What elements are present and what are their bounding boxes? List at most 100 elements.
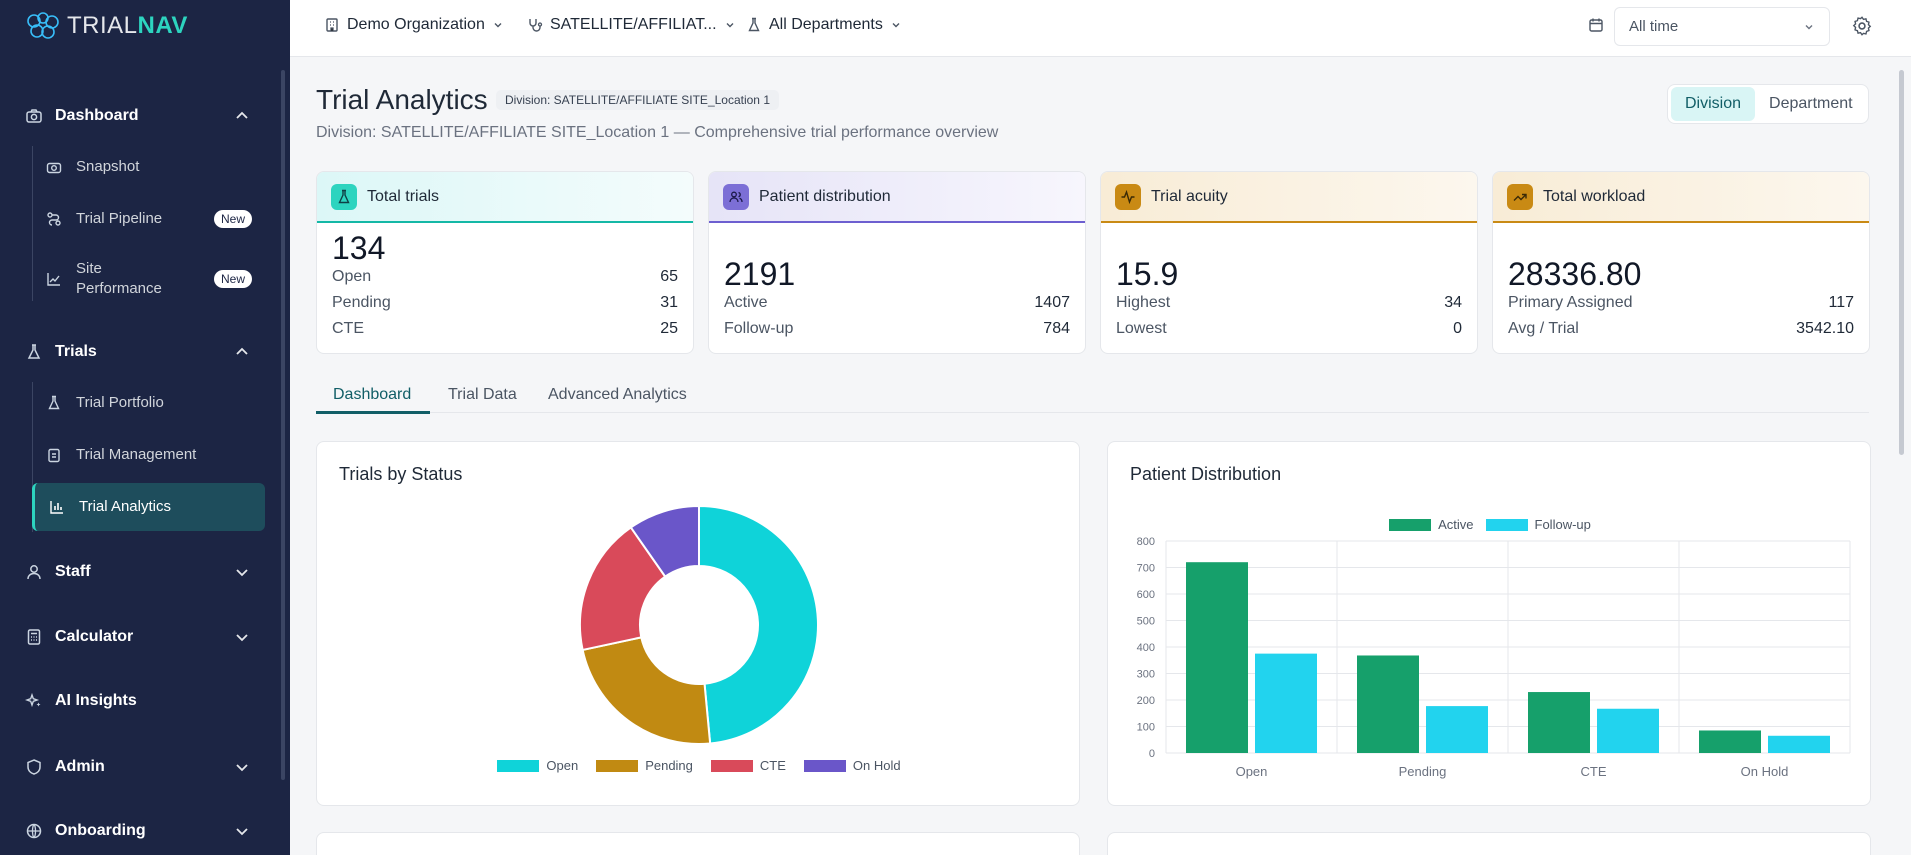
legend-item[interactable]: Active bbox=[1389, 517, 1474, 532]
chart-title: Trials by Status bbox=[339, 464, 463, 484]
sidebar-section-calculator[interactable]: Calculator bbox=[0, 615, 270, 659]
stat-row: Open 65 bbox=[332, 268, 678, 285]
sidebar-item-label: Trial Pipeline bbox=[76, 210, 163, 227]
sidebar-section-onboarding[interactable]: Onboarding bbox=[0, 809, 270, 853]
chevron-down-icon bbox=[236, 828, 248, 836]
date-range-value: All time bbox=[1629, 18, 1679, 35]
flask-icon bbox=[25, 343, 43, 361]
route-icon bbox=[46, 211, 62, 227]
sidebar-section-ai-insights[interactable]: AI Insights bbox=[0, 679, 270, 723]
bar-follow-up-cte[interactable] bbox=[1597, 708, 1659, 753]
legend-item[interactable]: CTE bbox=[710, 758, 786, 773]
bar-follow-up-pending[interactable] bbox=[1426, 706, 1488, 753]
stat-row: Highest 34 bbox=[1116, 294, 1462, 311]
bar-follow-up-open[interactable] bbox=[1255, 653, 1317, 753]
sidebar-item-label: Snapshot bbox=[76, 158, 140, 175]
chevron-down-icon bbox=[1805, 24, 1813, 29]
chevron-up-icon bbox=[236, 111, 248, 119]
sidebar-section-staff[interactable]: Staff bbox=[0, 550, 270, 594]
department-selector[interactable]: All Departments bbox=[746, 16, 902, 34]
sidebar-section-label: Onboarding bbox=[55, 822, 146, 839]
legend-item[interactable]: Pending bbox=[596, 758, 693, 773]
bar-chart: 0 100 200 300 400 500 600 700 800 Open Pending CTE O… bbox=[1137, 536, 1851, 779]
bar-active-on-hold[interactable] bbox=[1699, 730, 1761, 753]
bar-active-open[interactable] bbox=[1186, 562, 1248, 753]
division-badge: Division: SATELLITE/AFFILIATE SITE_Locat… bbox=[496, 90, 779, 110]
stat-row: Active 1407 bbox=[724, 294, 1070, 311]
legend-item[interactable]: Follow-up bbox=[1485, 517, 1591, 532]
main-scrollbar[interactable] bbox=[1899, 70, 1904, 455]
chevron-down-icon bbox=[236, 634, 248, 642]
legend-label: Pending bbox=[645, 758, 693, 773]
sidebar-item-label: Trial Management bbox=[76, 446, 197, 463]
camera-icon bbox=[46, 159, 62, 175]
legend-swatch bbox=[497, 759, 540, 772]
sidebar-item-trial-portfolio[interactable]: Trial Portfolio bbox=[32, 392, 265, 414]
activity-icon bbox=[1115, 183, 1141, 210]
stat-card-total-workload: Total workload 28336.80 Primary Assigned… bbox=[1492, 171, 1870, 354]
clipboard-icon bbox=[46, 447, 62, 463]
sidebar-item-snapshot[interactable]: Snapshot bbox=[32, 156, 265, 178]
sidebar-section-trials[interactable]: Trials bbox=[0, 330, 270, 374]
flask-icon bbox=[748, 17, 760, 32]
chart-card-lower-left bbox=[316, 832, 1080, 855]
card-header: Trial acuity bbox=[1101, 172, 1477, 223]
line-chart-icon bbox=[46, 271, 62, 287]
card-title: Total workload bbox=[1543, 187, 1646, 205]
site-label: SATELLITE/AFFILIAT... bbox=[550, 16, 717, 33]
legend-swatch bbox=[803, 759, 846, 772]
x-tick-label: On Hold bbox=[1741, 764, 1789, 779]
sidebar-section-label: Admin bbox=[55, 758, 105, 775]
legend-item[interactable]: On Hold bbox=[803, 758, 901, 773]
sidebar-section-admin[interactable]: Admin bbox=[0, 745, 270, 789]
legend-item[interactable]: Open bbox=[497, 758, 578, 773]
tab-advanced-analytics[interactable]: Advanced Analytics bbox=[548, 386, 687, 403]
x-tick-label: Pending bbox=[1399, 764, 1447, 779]
y-tick-label: 0 bbox=[1149, 748, 1155, 760]
view-toggle: Division Department bbox=[1667, 84, 1869, 124]
content-tabs: Dashboard Trial Data Advanced Analytics bbox=[316, 382, 1869, 414]
legend-label: Active bbox=[1438, 517, 1474, 532]
donut-slice-cte[interactable] bbox=[579, 526, 667, 652]
sidebar-item-trial-analytics[interactable]: Trial Analytics bbox=[32, 483, 265, 531]
donut-slice-on-hold[interactable] bbox=[629, 504, 700, 579]
building-icon bbox=[326, 18, 338, 32]
logo-icon bbox=[27, 12, 59, 39]
site-selector[interactable]: SATELLITE/AFFILIAT... bbox=[527, 16, 736, 34]
gear-icon[interactable] bbox=[1851, 15, 1873, 37]
chevron-down-icon bbox=[726, 23, 734, 28]
card-title: Trial acuity bbox=[1151, 187, 1228, 205]
sidebar-item-site-performance[interactable]: Site Performance New bbox=[32, 258, 265, 300]
tab-dashboard[interactable]: Dashboard bbox=[333, 386, 412, 403]
sidebar-section-dashboard[interactable]: Dashboard bbox=[0, 94, 270, 138]
sidebar-item-trial-pipeline[interactable]: Trial Pipeline New bbox=[32, 208, 265, 230]
sidebar: TRIALNAV Dashboard Snapshot Trial Pipeli… bbox=[0, 0, 290, 855]
toggle-department[interactable]: Department bbox=[1769, 95, 1853, 112]
card-value: 28336.80 bbox=[1508, 256, 1642, 292]
y-tick-label: 100 bbox=[1137, 722, 1155, 734]
stat-card-total-trials: Total trials 134 Open 65 Pending 31 CTE 25 bbox=[316, 171, 694, 354]
tab-trial-data[interactable]: Trial Data bbox=[448, 386, 517, 403]
bar-follow-up-on-hold[interactable] bbox=[1768, 735, 1830, 753]
bar-active-pending[interactable] bbox=[1357, 655, 1419, 753]
new-badge: New bbox=[213, 270, 252, 288]
stat-card-trial-acuity: Trial acuity 15.9 Highest 34 Lowest 0 bbox=[1100, 171, 1478, 354]
chevron-down-icon bbox=[236, 764, 248, 772]
brand-logo[interactable]: TRIALNAV bbox=[25, 10, 188, 42]
donut-slice-pending[interactable] bbox=[581, 636, 712, 745]
stat-row: CTE 25 bbox=[332, 320, 678, 337]
card-value: 2191 bbox=[724, 256, 796, 292]
y-tick-label: 800 bbox=[1137, 536, 1155, 548]
sidebar-item-label: Site Performance bbox=[76, 260, 162, 297]
date-range-select[interactable]: All time bbox=[1614, 7, 1830, 46]
donut-slice-open[interactable] bbox=[698, 504, 819, 745]
card-header: Patient distribution bbox=[709, 172, 1085, 223]
toggle-division[interactable]: Division bbox=[1671, 87, 1756, 121]
user-icon bbox=[25, 563, 43, 581]
users-icon bbox=[723, 183, 749, 210]
sidebar-scrollbar[interactable] bbox=[281, 70, 285, 780]
sidebar-item-trial-management[interactable]: Trial Management bbox=[32, 444, 265, 466]
organization-selector[interactable]: Demo Organization bbox=[324, 16, 504, 34]
y-tick-label: 300 bbox=[1137, 669, 1155, 681]
bar-active-cte[interactable] bbox=[1528, 692, 1590, 753]
